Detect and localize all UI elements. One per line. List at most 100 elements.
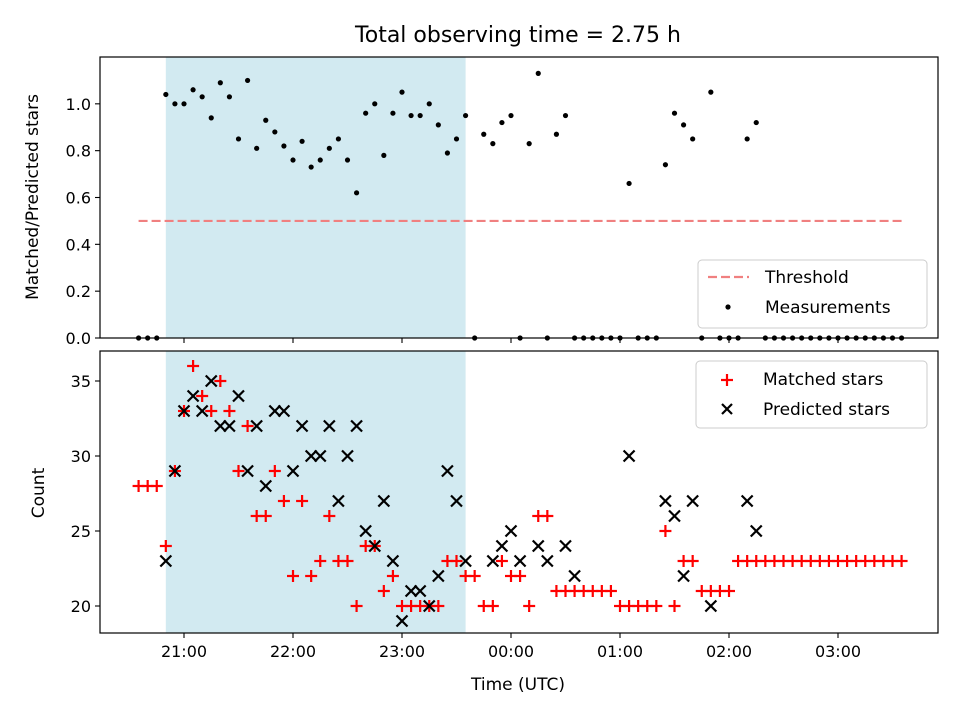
predicted-point: [286, 464, 300, 478]
count-panel: 20 25 30 35 21:00 22:00 23:00 00:00 01:00 02:00 0…: [29, 350, 939, 695]
measurement-point: [499, 119, 505, 126]
predicted-point: [223, 419, 236, 433]
predicted-point: [195, 404, 209, 418]
measurement-point: [217, 80, 223, 86]
matched-point: [159, 540, 172, 552]
matched-point: [686, 555, 699, 567]
measurement-point: [662, 162, 669, 168]
bottom-plot-frame: [99, 350, 939, 634]
matched-point: [541, 510, 554, 522]
measurement-points: [135, 70, 905, 341]
x-tick-label: 01:00: [597, 642, 643, 661]
measurement-point: [172, 101, 178, 107]
matched-point: [604, 585, 617, 597]
matched-point: [287, 570, 299, 582]
predicted-point: [313, 449, 327, 463]
predicted-point: [323, 419, 336, 433]
predicted-point: [377, 494, 391, 508]
matched-point: [314, 555, 327, 567]
predicted-point: [495, 539, 509, 553]
y-tick-label: 0.2: [66, 282, 91, 301]
matched-point: [350, 600, 363, 612]
x-axis-label: Time (UTC): [470, 675, 565, 695]
matched-point: [668, 600, 681, 612]
predicted-point: [341, 449, 354, 463]
matched-point: [259, 510, 272, 522]
measurement-point: [426, 101, 432, 107]
y-tick-label: 35: [71, 372, 91, 391]
x-tick-label: 23:00: [379, 642, 425, 661]
measurement-point: [235, 136, 242, 142]
measurement-point: [226, 94, 233, 100]
matched-point: [232, 465, 245, 477]
matched-point: [150, 480, 163, 492]
y-tick-label: 1.0: [66, 95, 91, 114]
matched-point: [486, 600, 499, 612]
predicted-point: [704, 599, 718, 613]
measurement-point: [671, 110, 678, 116]
measurement-point: [680, 122, 687, 128]
y-tick-label: 20: [71, 597, 91, 616]
y-tick-label: 25: [71, 522, 91, 541]
matched-point: [305, 570, 318, 582]
matched-point: [296, 495, 309, 507]
predicted-point: [204, 374, 218, 388]
predicted-point: [659, 494, 672, 508]
predicted-point: [568, 569, 581, 583]
measurement-point: [199, 94, 205, 100]
y-tick-label: 0.8: [66, 142, 91, 161]
measurement-point: [326, 145, 332, 151]
measurement-point: [163, 91, 169, 98]
predicted-legend-swatch: [721, 403, 733, 415]
measurement-point: [453, 136, 460, 142]
measurement-point: [435, 122, 441, 128]
matched-point: [205, 405, 218, 417]
x-tick-label: 03:00: [815, 642, 861, 661]
predicted-points: [159, 374, 763, 628]
measurements-legend-label: Measurements: [765, 298, 891, 318]
measurement-point: [317, 157, 323, 163]
top-legend-box: [697, 259, 928, 329]
predicted-point: [304, 449, 318, 463]
measurement-point: [526, 141, 532, 147]
matched-point: [659, 525, 672, 537]
predicted-point: [459, 554, 472, 568]
predicted-point: [441, 464, 454, 478]
predicted-point: [295, 419, 309, 433]
y-tick-label: 0.6: [66, 189, 91, 208]
predicted-point: [277, 404, 291, 418]
matched-point: [277, 495, 290, 507]
measurement-point: [290, 157, 296, 163]
measurement-point: [417, 112, 423, 119]
matched-point: [495, 555, 508, 567]
measurement-point: [263, 117, 269, 123]
measurement-point: [508, 112, 514, 119]
matched-legend-swatch: [721, 374, 733, 386]
matched-legend-label: Matched stars: [763, 370, 883, 390]
predicted-point: [559, 539, 572, 553]
y-tick-label: 0.0: [66, 329, 91, 348]
predicted-point: [332, 494, 345, 508]
predicted-point: [450, 494, 463, 508]
matched-point: [223, 405, 236, 417]
matched-point: [268, 465, 281, 477]
matched-point: [187, 360, 200, 372]
predicted-point: [740, 494, 754, 508]
measurement-point: [708, 89, 714, 95]
predicted-point: [168, 464, 182, 478]
measurement-point: [462, 112, 469, 119]
predicted-point: [214, 419, 227, 433]
measurement-point: [381, 152, 387, 158]
measurement-point: [308, 164, 314, 170]
predicted-point: [686, 494, 699, 508]
x-tick-label: 00:00: [488, 642, 534, 661]
x-tick-label: 02:00: [706, 642, 752, 661]
predicted-point: [541, 554, 554, 568]
matched-point: [650, 600, 663, 612]
measurement-point: [399, 89, 405, 95]
measurement-point: [181, 101, 187, 107]
predicted-point: [432, 569, 445, 583]
measurement-point: [390, 110, 396, 116]
bottom-y-axis: 20 25 30 35: [71, 372, 100, 616]
